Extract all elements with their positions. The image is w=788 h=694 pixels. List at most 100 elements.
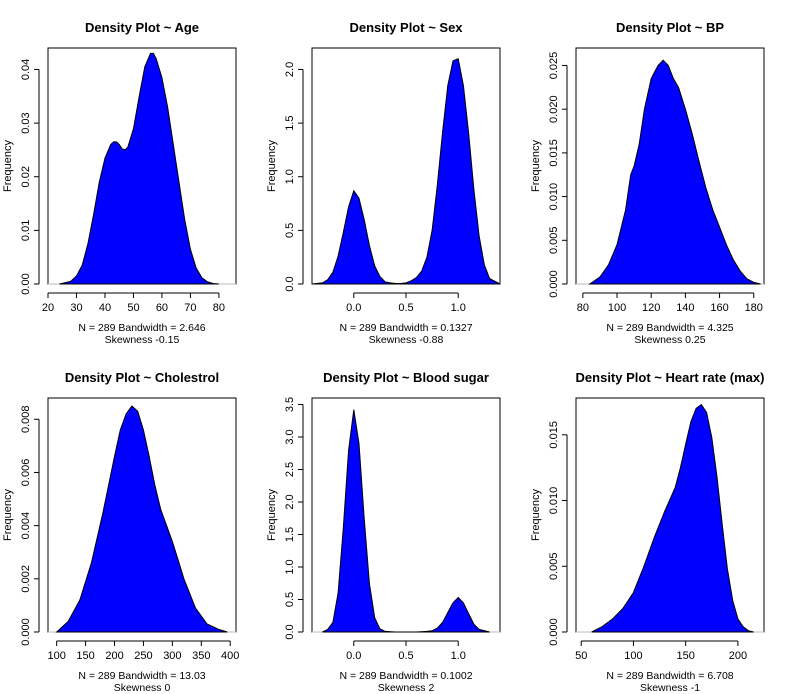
density-panel: Density Plot ~ Age 20 30 40 50 60 70 80 0.00 0.01… xyxy=(2,20,237,346)
chart-title: Density Plot ~ Age xyxy=(85,20,199,35)
x-tick-label: 350 xyxy=(192,650,210,662)
x-tick-label: 100 xyxy=(624,650,642,662)
y-axis-label: Frequency xyxy=(266,489,278,541)
y-tick-label: 0.000 xyxy=(548,618,560,646)
x-tick-label: 120 xyxy=(642,302,660,314)
y-tick-label: 0.020 xyxy=(548,95,560,123)
x-tick-label: 140 xyxy=(676,302,694,314)
x-tick-label: 100 xyxy=(608,302,626,314)
y-tick-label: 0.006 xyxy=(20,459,32,487)
density-panel: Density Plot ~ Heart rate (max) 50 100 150 2… xyxy=(530,370,765,694)
skewness-note: Skewness 0.25 xyxy=(634,334,705,346)
x-tick-label: 0.5 xyxy=(398,302,413,314)
y-tick-label: 2.0 xyxy=(284,494,296,509)
bandwidth-note: N = 289 Bandwidth = 6.708 xyxy=(606,670,733,682)
y-tick-label: 0.000 xyxy=(548,270,560,298)
y-axis-label: Frequency xyxy=(530,489,542,541)
density-area xyxy=(591,403,754,633)
y-tick-label: 0.005 xyxy=(548,227,560,255)
x-tick-label: 1.0 xyxy=(451,650,466,662)
density-area xyxy=(55,405,228,633)
y-tick-label: 1.5 xyxy=(284,527,296,542)
y-axis-label: Frequency xyxy=(2,489,14,541)
x-tick-label: 80 xyxy=(213,302,225,314)
x-tick-label: 50 xyxy=(575,650,587,662)
y-tick-label: 1.5 xyxy=(284,115,296,130)
skewness-note: Skewness -0.88 xyxy=(369,334,444,346)
y-tick-label: 0.03 xyxy=(20,112,32,133)
y-tick-label: 0.5 xyxy=(284,223,296,238)
y-tick-label: 1.0 xyxy=(284,169,296,184)
bandwidth-note: N = 289 Bandwidth = 0.1327 xyxy=(339,322,472,334)
x-tick-label: 60 xyxy=(156,302,168,314)
skewness-note: Skewness -0.15 xyxy=(105,334,180,346)
bandwidth-note: N = 289 Bandwidth = 4.325 xyxy=(606,322,733,334)
x-tick-label: 300 xyxy=(163,650,181,662)
y-axis-label: Frequency xyxy=(2,140,14,192)
chart-title: Density Plot ~ Sex xyxy=(349,20,463,35)
x-tick-label: 250 xyxy=(134,650,152,662)
chart-title: Density Plot ~ Heart rate (max) xyxy=(576,370,765,385)
density-panel: Density Plot ~ Cholestrol 100 150 200 250 300… xyxy=(2,370,239,694)
density-area xyxy=(588,59,761,285)
x-tick-label: 0.0 xyxy=(346,302,361,314)
x-tick-label: 80 xyxy=(577,302,589,314)
bandwidth-note: N = 289 Bandwidth = 0.1002 xyxy=(339,670,472,682)
skewness-note: Skewness 0 xyxy=(114,682,171,694)
y-tick-label: 0.004 xyxy=(20,512,32,540)
y-tick-label: 0.00 xyxy=(20,273,32,294)
x-tick-label: 50 xyxy=(127,302,139,314)
y-tick-label: 0.0 xyxy=(284,276,296,291)
y-tick-label: 2.0 xyxy=(284,62,296,77)
y-tick-label: 0.025 xyxy=(548,52,560,80)
bandwidth-note: N = 289 Bandwidth = 13.03 xyxy=(78,670,205,682)
skewness-note: Skewness -1 xyxy=(640,682,700,694)
y-tick-label: 0.015 xyxy=(548,421,560,449)
x-tick-label: 0.0 xyxy=(346,650,361,662)
y-tick-label: 0.002 xyxy=(20,565,32,593)
y-tick-label: 3.0 xyxy=(284,429,296,444)
x-tick-label: 20 xyxy=(42,302,54,314)
y-tick-label: 0.000 xyxy=(20,618,32,646)
x-tick-label: 400 xyxy=(221,650,239,662)
y-tick-label: 0.015 xyxy=(548,139,560,167)
skewness-note: Skewness 2 xyxy=(378,682,435,694)
y-tick-label: 0.04 xyxy=(20,59,32,80)
y-axis-label: Frequency xyxy=(266,140,278,192)
x-tick-label: 40 xyxy=(99,302,111,314)
x-tick-label: 200 xyxy=(729,650,747,662)
y-tick-label: 0.008 xyxy=(20,406,32,434)
y-tick-label: 2.5 xyxy=(284,462,296,477)
bandwidth-note: N = 289 Bandwidth = 2.646 xyxy=(78,322,205,334)
x-tick-label: 30 xyxy=(70,302,82,314)
x-tick-label: 160 xyxy=(710,302,728,314)
x-tick-label: 150 xyxy=(676,650,694,662)
density-area xyxy=(59,52,219,285)
y-tick-label: 0.005 xyxy=(548,553,560,581)
y-tick-label: 1.0 xyxy=(284,559,296,574)
y-tick-label: 0.010 xyxy=(548,183,560,211)
chart-title: Density Plot ~ Cholestrol xyxy=(65,370,219,385)
y-axis-label: Frequency xyxy=(530,140,542,192)
density-area xyxy=(311,57,501,285)
x-tick-label: 1.0 xyxy=(451,302,466,314)
x-tick-label: 180 xyxy=(745,302,763,314)
y-tick-label: 0.01 xyxy=(20,220,32,241)
x-tick-label: 70 xyxy=(184,302,196,314)
density-area xyxy=(322,409,490,633)
y-tick-label: 0.5 xyxy=(284,592,296,607)
x-tick-label: 0.5 xyxy=(398,650,413,662)
chart-title: Density Plot ~ Blood sugar xyxy=(323,370,489,385)
y-tick-label: 0.0 xyxy=(284,624,296,639)
x-tick-label: 200 xyxy=(105,650,123,662)
x-tick-label: 100 xyxy=(47,650,65,662)
density-panel: Density Plot ~ Blood sugar 0.0 0.5 1.0 0.0 0.… xyxy=(266,370,501,694)
x-tick-label: 150 xyxy=(76,650,94,662)
y-tick-label: 0.010 xyxy=(548,487,560,515)
density-panel: Density Plot ~ Sex 0.0 0.5 1.0 0.0 0.5 1.0 1.5 2… xyxy=(266,20,501,346)
density-panel: Density Plot ~ BP 80 100 120 140 160 180 0.000 0… xyxy=(530,20,765,346)
y-tick-label: 0.02 xyxy=(20,166,32,187)
chart-title: Density Plot ~ BP xyxy=(616,20,724,35)
y-tick-label: 3.5 xyxy=(284,397,296,412)
